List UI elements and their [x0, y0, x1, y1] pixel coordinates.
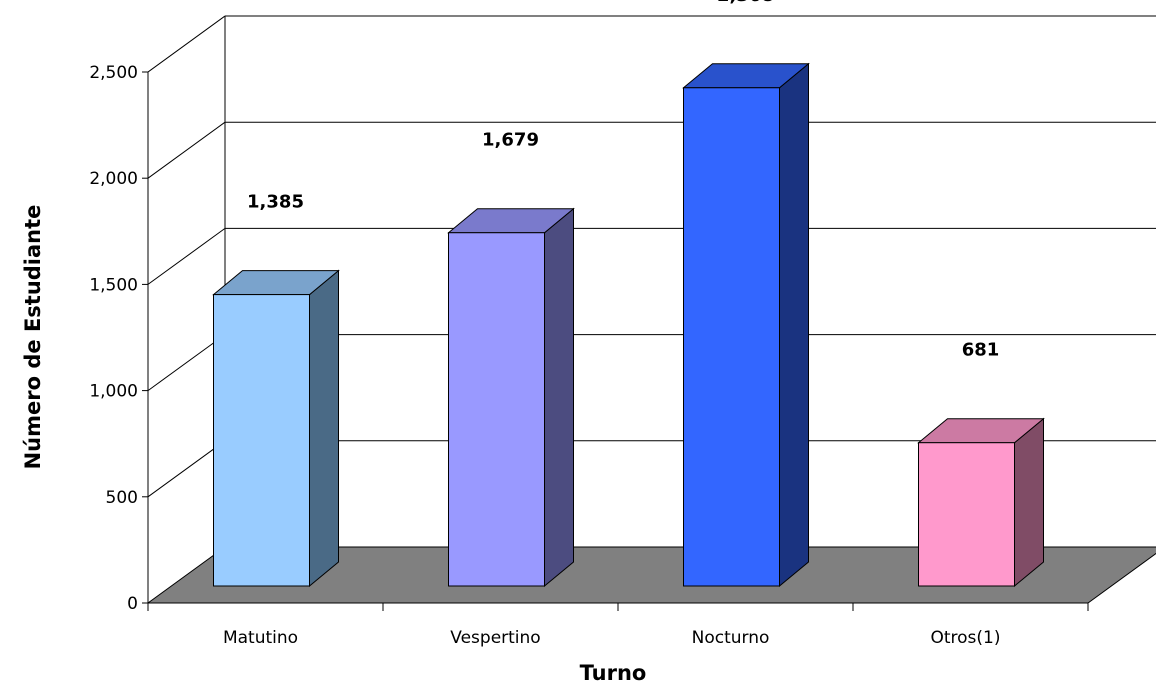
category-label-3: Nocturno — [692, 628, 770, 648]
data-label-2: 1,679 — [482, 130, 539, 151]
bar-side-face — [309, 269, 339, 588]
category-label-2: Vespertino — [450, 628, 540, 648]
y-axis-ticks: 0 500 1,000 1,500 2,000 2,500 — [89, 63, 148, 614]
x-axis-title: Turno — [580, 661, 647, 685]
y-tick-label-4: 2,000 — [89, 169, 138, 189]
bar-3 — [682, 62, 810, 588]
data-label-1: 1,385 — [247, 192, 304, 213]
bar-front-face — [683, 87, 780, 587]
y-tick-label-0: 0 — [127, 594, 138, 614]
axes — [147, 72, 1089, 611]
y-tick-label-5: 2,500 — [89, 63, 138, 83]
bar-front-face — [448, 232, 545, 587]
data-labels: 1,385 1,679 2,368 681 — [247, 0, 999, 361]
category-labels: Matutino Vespertino Nocturno Otros(1) — [223, 628, 1001, 648]
bar-front-face — [213, 294, 310, 587]
data-label-3: 2,368 — [717, 0, 774, 6]
bar-4 — [917, 417, 1045, 588]
data-label-4: 681 — [962, 340, 1000, 361]
bar-side-face — [779, 62, 809, 588]
bar-side-face — [544, 207, 574, 588]
y-axis-title: Número de Estudiante — [21, 205, 45, 470]
bar-1 — [212, 269, 340, 588]
gridline-side-5 — [147, 15, 226, 73]
y-tick-label-3: 1,500 — [89, 275, 138, 295]
gridline-side-2 — [147, 334, 226, 392]
category-label-4: Otros(1) — [930, 628, 1000, 648]
gridline-side-4 — [147, 121, 226, 179]
bar-front-face — [918, 442, 1015, 587]
gridline-side-3 — [147, 227, 226, 285]
y-tick-label-2: 1,000 — [89, 382, 138, 402]
bar-side-face — [1014, 417, 1044, 588]
bars — [212, 62, 1045, 588]
gridline-side-1 — [147, 440, 226, 498]
bar-2 — [447, 207, 575, 588]
y-tick-label-1: 500 — [106, 488, 138, 508]
category-label-1: Matutino — [223, 628, 298, 648]
